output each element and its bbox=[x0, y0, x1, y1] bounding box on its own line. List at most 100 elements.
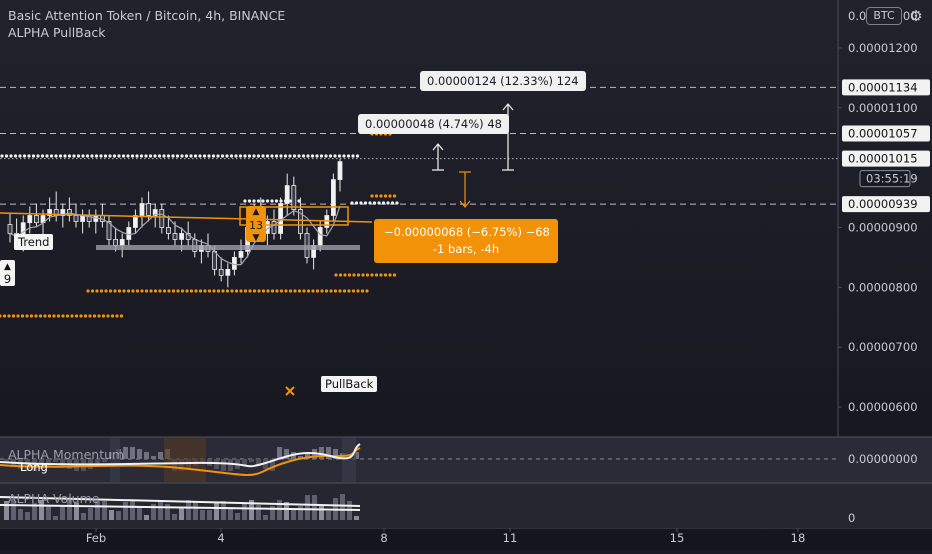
volume-lower-line bbox=[0, 504, 361, 511]
support-dot bbox=[388, 273, 392, 277]
support-dot bbox=[11, 314, 16, 318]
measure-arrowhead bbox=[502, 103, 514, 111]
resistance-dot bbox=[67, 154, 72, 158]
momentum-bar bbox=[305, 452, 310, 459]
resistance-dot bbox=[386, 201, 390, 205]
resistance-dot bbox=[94, 154, 99, 158]
momentum-bar bbox=[95, 459, 100, 466]
sub-panes: 0.00000000 0 bbox=[0, 436, 932, 528]
volume-bar bbox=[4, 501, 9, 520]
volume-bar bbox=[340, 494, 345, 520]
price-tag-box bbox=[842, 150, 930, 167]
price-tag-box bbox=[842, 125, 930, 142]
resistance-dot bbox=[162, 154, 166, 158]
volume-bar bbox=[11, 501, 16, 520]
volume-bar bbox=[270, 506, 275, 520]
support-dot bbox=[356, 289, 360, 293]
chart-title: Basic Attention Token / Bitcoin, 4h, BIN… bbox=[8, 8, 286, 23]
momentum-signal-line bbox=[0, 447, 361, 476]
candle-body bbox=[34, 215, 39, 224]
resistance-dot bbox=[40, 154, 45, 158]
volume-bar bbox=[305, 495, 310, 520]
resistance-dot bbox=[189, 154, 193, 158]
price-tag-label: 0.00000939 bbox=[848, 197, 918, 211]
support-dot bbox=[243, 289, 248, 293]
resistance-dot bbox=[292, 154, 297, 158]
support-dot bbox=[88, 314, 92, 318]
support-dot bbox=[392, 273, 397, 277]
support-dot bbox=[29, 314, 34, 318]
price-tags: 0.00001134 0.00001057 0.00001015 0.00000939… bbox=[842, 79, 930, 213]
support-dot bbox=[252, 289, 257, 293]
resistance-dot bbox=[350, 201, 354, 205]
support-dot bbox=[343, 273, 347, 277]
support-dot bbox=[239, 289, 243, 293]
resistance-dot bbox=[256, 199, 261, 203]
resistance-dot bbox=[243, 199, 247, 203]
resistance-dot bbox=[288, 154, 292, 158]
resistance-dot bbox=[324, 154, 328, 158]
support-dot bbox=[302, 289, 306, 293]
resistance-dot bbox=[207, 154, 211, 158]
momentum-pane-title[interactable]: ALPHA Momentum bbox=[8, 447, 125, 462]
resistance-dot bbox=[184, 154, 189, 158]
momentum-bar bbox=[130, 447, 135, 459]
support-dot bbox=[149, 289, 153, 293]
support-dot bbox=[90, 289, 95, 293]
pullback-dots bbox=[0, 132, 399, 318]
resistance-dot bbox=[72, 154, 76, 158]
volume-bar bbox=[221, 501, 226, 520]
candle-body bbox=[73, 215, 79, 222]
volume-bar bbox=[88, 508, 93, 520]
candle-body bbox=[337, 161, 343, 180]
support-dot bbox=[79, 314, 83, 318]
support-dot bbox=[361, 273, 365, 277]
momentum-bar bbox=[333, 449, 338, 459]
support-dot bbox=[356, 273, 361, 277]
support-dot bbox=[135, 289, 140, 293]
support-dot bbox=[140, 289, 144, 293]
support-dot bbox=[20, 314, 25, 318]
resistance-dot bbox=[247, 199, 252, 203]
gear-icon[interactable]: ⚙ bbox=[909, 7, 923, 25]
resistance-dot bbox=[256, 154, 261, 158]
resistance-dot bbox=[351, 154, 355, 158]
resistance-dot bbox=[354, 201, 359, 205]
support-dot bbox=[101, 314, 106, 318]
resistance-dot bbox=[238, 154, 243, 158]
resistance-dot bbox=[243, 154, 247, 158]
currency-badge[interactable]: BTC bbox=[866, 7, 902, 25]
volume-bar bbox=[74, 503, 79, 520]
support-dot bbox=[70, 314, 74, 318]
candle-body bbox=[291, 185, 297, 210]
indicator-name[interactable]: ALPHA PullBack bbox=[8, 25, 106, 40]
resistance-dot bbox=[270, 199, 274, 203]
time-tick-label: 8 bbox=[380, 531, 387, 545]
momentum-bar bbox=[270, 459, 275, 471]
volume-bar bbox=[179, 507, 184, 520]
price-tick-label: 0.00001200 bbox=[848, 41, 918, 55]
candle-body bbox=[80, 215, 85, 222]
arrow-up-icon: ▲ bbox=[252, 207, 260, 217]
momentum-bar bbox=[46, 459, 51, 466]
resistance-dot bbox=[76, 154, 81, 158]
time-axis[interactable]: Feb 4 8 11 15 18 bbox=[86, 528, 806, 545]
momentum-tick-label: 0.00000000 bbox=[848, 452, 918, 466]
support-dot bbox=[131, 289, 135, 293]
volume-bar bbox=[151, 504, 156, 520]
support-dot bbox=[207, 289, 212, 293]
momentum-bar bbox=[151, 456, 156, 459]
x-marker-icon bbox=[285, 386, 295, 396]
volume-pane-title[interactable]: ALPHA Volume bbox=[8, 491, 100, 506]
momentum-bar bbox=[25, 459, 30, 471]
support-dot bbox=[266, 289, 270, 293]
resistance-dot bbox=[85, 154, 90, 158]
candle-body bbox=[284, 185, 290, 204]
support-dot bbox=[315, 289, 320, 293]
momentum-bar bbox=[249, 459, 254, 462]
volume-bar bbox=[186, 500, 191, 520]
momentum-bar bbox=[137, 449, 142, 459]
support-dot bbox=[248, 289, 252, 293]
